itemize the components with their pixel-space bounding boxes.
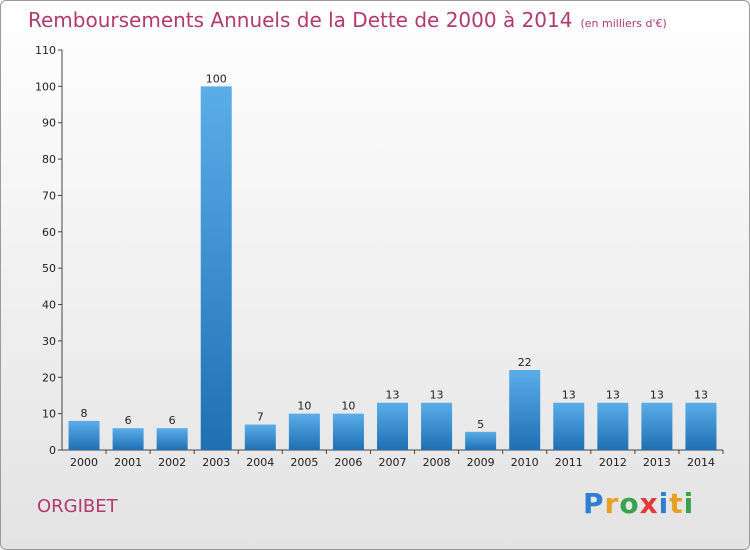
data-label: 13 [562, 389, 576, 402]
x-tick-label: 2009 [467, 456, 495, 469]
y-tick-label: 20 [42, 371, 56, 384]
bar [509, 370, 541, 450]
x-tick-label: 2002 [158, 456, 186, 469]
data-label: 10 [341, 400, 355, 413]
y-tick-label: 40 [42, 299, 56, 312]
x-tick-label: 2011 [555, 456, 583, 469]
data-label: 22 [518, 356, 532, 369]
chart-subtitle: (en milliers d'€) [580, 17, 667, 30]
y-tick-label: 70 [42, 189, 56, 202]
x-tick-label: 2004 [246, 456, 274, 469]
bar [421, 402, 453, 450]
x-tick-label: 2013 [643, 456, 671, 469]
x-tick-label: 2003 [202, 456, 230, 469]
data-label: 13 [650, 389, 664, 402]
logo-letter: r [604, 487, 620, 520]
data-label: 6 [169, 414, 176, 427]
y-tick-label: 10 [42, 408, 56, 421]
bar [553, 402, 585, 450]
data-label: 6 [125, 414, 132, 427]
bar [112, 428, 144, 450]
y-tick-label: 100 [35, 80, 56, 93]
x-tick-label: 2005 [290, 456, 318, 469]
data-label: 5 [477, 418, 484, 431]
x-tick-label: 2006 [334, 456, 362, 469]
x-tick-label: 2007 [379, 456, 407, 469]
y-tick-label: 50 [42, 262, 56, 275]
logo-letter: i [683, 487, 695, 520]
x-tick-label: 2014 [687, 456, 715, 469]
x-tick-label: 2008 [423, 456, 451, 469]
logo-letter: i [658, 487, 670, 520]
x-tick-label: 2000 [70, 456, 98, 469]
logo-letter: t [669, 487, 684, 520]
town-name: ORGIBET [37, 496, 118, 517]
x-tick-label: 2001 [114, 456, 142, 469]
bar [332, 413, 364, 450]
y-tick-label: 80 [42, 153, 56, 166]
data-label: 13 [606, 389, 620, 402]
data-label: 13 [386, 389, 400, 402]
bar [377, 402, 408, 450]
y-tick-label: 0 [49, 444, 56, 457]
y-tick-label: 60 [42, 226, 56, 239]
logo-letter: x [639, 487, 659, 520]
y-tick-label: 90 [42, 117, 56, 130]
bar [244, 424, 276, 450]
data-label: 10 [297, 400, 311, 413]
logo-letter: o [619, 487, 640, 520]
bar [200, 86, 232, 450]
data-label: 13 [430, 389, 444, 402]
bar [156, 428, 188, 450]
data-label: 8 [81, 407, 88, 420]
y-tick-label: 110 [35, 44, 56, 57]
data-label: 7 [257, 411, 264, 424]
data-label: 13 [694, 389, 708, 402]
y-tick-label: 30 [42, 335, 56, 348]
proxiti-logo: Proxiti [583, 487, 694, 520]
bar [597, 402, 629, 450]
logo-letter: P [583, 487, 605, 520]
chart-title: Remboursements Annuels de la Dette de 20… [28, 8, 667, 32]
bar [68, 420, 100, 450]
bar [465, 431, 497, 450]
data-label: 100 [206, 72, 227, 85]
bar [641, 402, 673, 450]
bar [288, 413, 320, 450]
x-tick-label: 2010 [511, 456, 539, 469]
x-tick-label: 2012 [599, 456, 627, 469]
chart-title-text: Remboursements Annuels de la Dette de 20… [28, 8, 573, 32]
bar [685, 402, 717, 450]
